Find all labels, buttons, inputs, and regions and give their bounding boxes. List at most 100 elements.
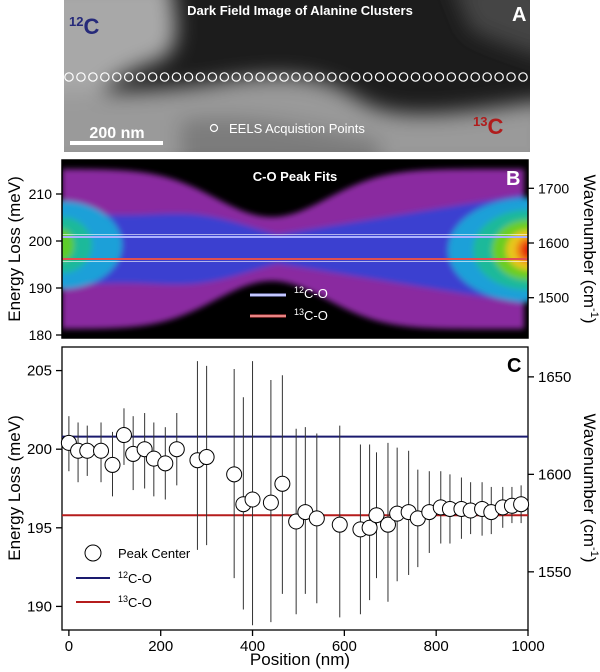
- panel-a-image: [64, 0, 530, 152]
- label-13c: 13C: [473, 114, 503, 139]
- panel-c-xlabel: Position (nm): [250, 650, 350, 669]
- acquisition-point: [422, 72, 433, 82]
- label-13c-superscript: 13: [473, 114, 487, 129]
- acquisition-point: [255, 72, 265, 82]
- acquisition-point: [88, 72, 98, 82]
- acquisition-point: [327, 72, 337, 82]
- acquisition-point: [64, 72, 74, 82]
- acquisition-point: [123, 72, 134, 82]
- peak-center-point: [513, 496, 530, 513]
- acquisition-point: [279, 72, 289, 82]
- peak-center-point: [226, 466, 243, 483]
- acquisition-point: [386, 72, 397, 82]
- acquisition-point: [291, 72, 301, 82]
- acquisition-point: [135, 72, 146, 82]
- acquisition-point: [482, 72, 492, 82]
- acquisition-point: [315, 72, 325, 82]
- x-tick-label: 600: [332, 638, 357, 655]
- peak-center-point: [168, 441, 185, 458]
- legend-12co-b: 12C-O: [294, 285, 328, 301]
- peak-center-point: [79, 442, 96, 459]
- legend-13co-c: 13C-O: [118, 594, 152, 610]
- panel-c-frame: [61, 346, 529, 631]
- acquisition-point: [362, 72, 373, 82]
- acquisition-point: [410, 72, 421, 82]
- acquisition-point: [350, 72, 361, 82]
- legend-marker-acquisition-point: [209, 123, 219, 133]
- y-tick-label: 195: [27, 520, 52, 537]
- acquisition-point: [303, 72, 313, 82]
- acquisition-point: [518, 72, 528, 82]
- peak-center-point: [104, 456, 121, 473]
- acquisition-point: [207, 72, 218, 82]
- panel-b-heatmap: [62, 169, 528, 329]
- panel-c-ylabel-right: Wavenumber (cm-1): [580, 414, 600, 563]
- peak-center-point: [368, 507, 385, 524]
- panel-b: C-O Peak Fits B 210 200 190 180 1700 1600 1500…: [5, 159, 600, 343]
- panel-c-ylabel-left: Energy Loss (meV): [5, 415, 24, 561]
- acquisition-point: [195, 72, 206, 82]
- panel-c-letter: C: [507, 355, 521, 377]
- label-12c: 12C: [69, 14, 99, 39]
- peak-center-point: [379, 516, 396, 533]
- panel-b-left-tick: 210: [29, 186, 53, 202]
- panel-b-left-tick: 190: [29, 280, 53, 296]
- panel-b-right-tick: 1500: [538, 290, 569, 306]
- x-tick-label: 1000: [511, 638, 544, 655]
- y-tick-label: 205: [27, 363, 52, 380]
- acquisition-point: [267, 72, 277, 82]
- acquisition-point: [446, 72, 457, 82]
- acquisition-point: [159, 72, 170, 82]
- panel-b-left-tick: 180: [29, 327, 53, 343]
- acquisition-point: [231, 72, 242, 82]
- acquisition-point: [494, 72, 504, 82]
- panel-b-right-tick: 1700: [538, 180, 569, 196]
- panel-a-letter: A: [512, 4, 526, 26]
- peak-center-point: [115, 427, 132, 444]
- legend-peak-center: Peak Center: [118, 546, 191, 561]
- panel-b-letter: B: [506, 168, 520, 190]
- panel-b-ylabel-left: Energy Loss (meV): [5, 176, 24, 322]
- peak-center-point: [198, 449, 215, 466]
- legend-acquisition-points: EELS Acquistion Points: [229, 121, 365, 136]
- peak-center-point: [361, 519, 378, 536]
- legend-12co-c: 12C-O: [118, 570, 152, 586]
- x-tick-label: 400: [240, 638, 265, 655]
- acquisition-point: [219, 72, 230, 82]
- acquisition-point: [374, 72, 385, 82]
- acquisition-point: [100, 72, 110, 82]
- acquisition-point: [243, 72, 254, 82]
- acquisition-point: [171, 72, 182, 82]
- y-tick-label: 190: [27, 598, 52, 615]
- peak-center-point: [93, 442, 110, 459]
- scale-bar-label: 200 nm: [89, 125, 144, 142]
- x-tick-label: 0: [65, 638, 73, 655]
- peak-center-point: [274, 475, 291, 492]
- acquisition-point: [338, 72, 349, 82]
- x-tick-label: 800: [424, 638, 449, 655]
- right-tick-label: 1650: [538, 369, 571, 386]
- right-tick-label: 1600: [538, 466, 571, 483]
- panel-a-title: Dark Field Image of Alanine Clusters: [187, 3, 413, 18]
- peak-center-point: [331, 516, 348, 533]
- peak-center-point: [157, 455, 174, 472]
- peak-center-point: [262, 494, 279, 511]
- acquisition-point: [398, 72, 409, 82]
- panel-c-peak-centers: [60, 427, 530, 538]
- right-tick-label: 1550: [538, 564, 571, 581]
- y-tick-label: 200: [27, 441, 52, 458]
- acquisition-point: [183, 72, 194, 82]
- legend-marker-peak-center: [84, 544, 102, 562]
- label-13c-text: C: [487, 114, 503, 139]
- panel-b-title: C-O Peak Fits: [253, 169, 338, 184]
- acquisition-point: [434, 72, 445, 82]
- label-12c-text: C: [83, 14, 99, 39]
- acquisition-point: [147, 72, 158, 82]
- panel-c-axes: 0 200 400 600 800 1000 190 195 200 205 1550 1600 165…: [27, 363, 571, 655]
- acquisition-point: [76, 72, 86, 82]
- panel-c: 0 200 400 600 800 1000 190 195 200 205 1550 1600 165…: [5, 346, 600, 669]
- peak-center-point: [308, 510, 325, 527]
- label-12c-superscript: 12: [69, 14, 83, 29]
- panel-b-axes: 210 200 190 180 1700 1600 1500: [29, 180, 570, 343]
